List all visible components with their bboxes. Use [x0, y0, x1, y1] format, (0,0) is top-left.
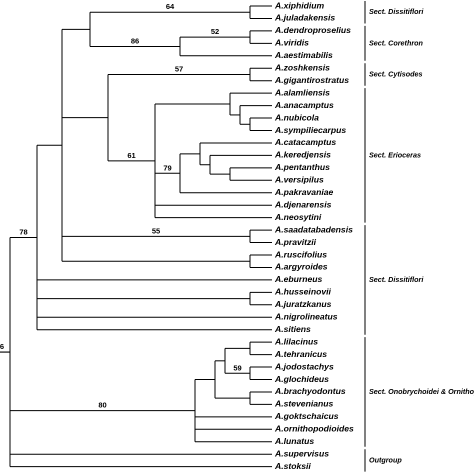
taxon-label: A.stevenianus — [274, 399, 333, 409]
bootstrap-value: 64 — [166, 2, 175, 11]
taxon-label: A.lilacinus — [274, 336, 318, 346]
section-label: Sect. Erioceras — [369, 150, 421, 159]
taxon-label: A.anacamptus — [274, 100, 334, 110]
bootstrap-value: 78 — [19, 227, 27, 236]
bootstrap-value: 55 — [152, 226, 160, 235]
section-label: Sect. Dissitiflori — [369, 7, 424, 16]
section-label: Sect. Onobrychoidei & Ornithopodioides — [369, 387, 474, 396]
taxon-label: A.pravitzii — [274, 237, 317, 247]
section-label: Outgroup — [369, 455, 402, 464]
taxon-label: A.saadatabadensis — [274, 224, 353, 234]
taxon-label: A.goktschaicus — [274, 411, 339, 421]
taxon-label: A.argyroides — [274, 262, 328, 272]
taxon-label: A.stoksii — [274, 461, 311, 471]
taxon-label: A.zoshkensis — [274, 63, 330, 73]
taxon-label: A.ruscifolius — [274, 249, 327, 259]
bootstrap-value: 61 — [127, 151, 135, 160]
taxon-label: A.keredjensis — [274, 150, 331, 160]
taxon-label: A.supervisus — [274, 448, 329, 458]
taxon-label: A.eburneus — [274, 274, 322, 284]
bootstrap-value: 80 — [98, 401, 106, 410]
taxon-label: A.pakravaniae — [274, 187, 334, 197]
taxon-label: A.ornithopodioides — [274, 424, 354, 434]
taxon-label: A.gigantirostratus — [274, 75, 349, 85]
taxon-label: A.glochideus — [274, 374, 329, 384]
taxon-label: A.viridis — [274, 38, 309, 48]
taxon-label: A.xiphidium — [274, 0, 325, 10]
taxon-label: A.sympiliecarpus — [274, 125, 346, 135]
taxon-label: A.catacamptus — [274, 137, 336, 147]
taxon-label: A.lunatus — [274, 436, 314, 446]
taxon-label: A.neosytini — [274, 212, 322, 222]
section-label: Sect. Corethron — [369, 38, 424, 47]
taxon-label: A.versipilus — [274, 175, 324, 185]
taxon-label: A.nigrolineatus — [274, 312, 338, 322]
taxon-label: A.dendroproselius — [274, 25, 351, 35]
taxon-label: A.husseinovii — [274, 287, 331, 297]
section-label: Sect. Cytisodes — [369, 69, 423, 78]
taxon-label: A.brachyodontus — [274, 386, 346, 396]
taxon-label: A.djenarensis — [274, 199, 332, 209]
bootstrap-value: 59 — [233, 363, 241, 372]
taxon-label: A.alamliensis — [274, 87, 330, 97]
bootstrap-value: 79 — [163, 163, 171, 172]
bootstrap-value: 52 — [211, 27, 219, 36]
taxon-label: A.juladakensis — [274, 13, 335, 23]
taxon-label: A.sitiens — [274, 324, 311, 334]
bootstrap-value: 86 — [131, 36, 139, 45]
bootstrap-value: 57 — [175, 64, 183, 73]
taxon-label: A.juratzkanus — [274, 299, 332, 309]
taxon-label: A.aestimabilis — [274, 50, 333, 60]
section-label: Sect. Dissitiflori — [369, 275, 424, 284]
taxon-label: A.tehranicus — [274, 349, 327, 359]
bootstrap-value: 6 — [0, 342, 4, 351]
taxon-label: A.nubicola — [274, 112, 319, 122]
taxon-label: A.pentanthus — [274, 162, 330, 172]
taxon-label: A.jodostachys — [274, 361, 334, 371]
